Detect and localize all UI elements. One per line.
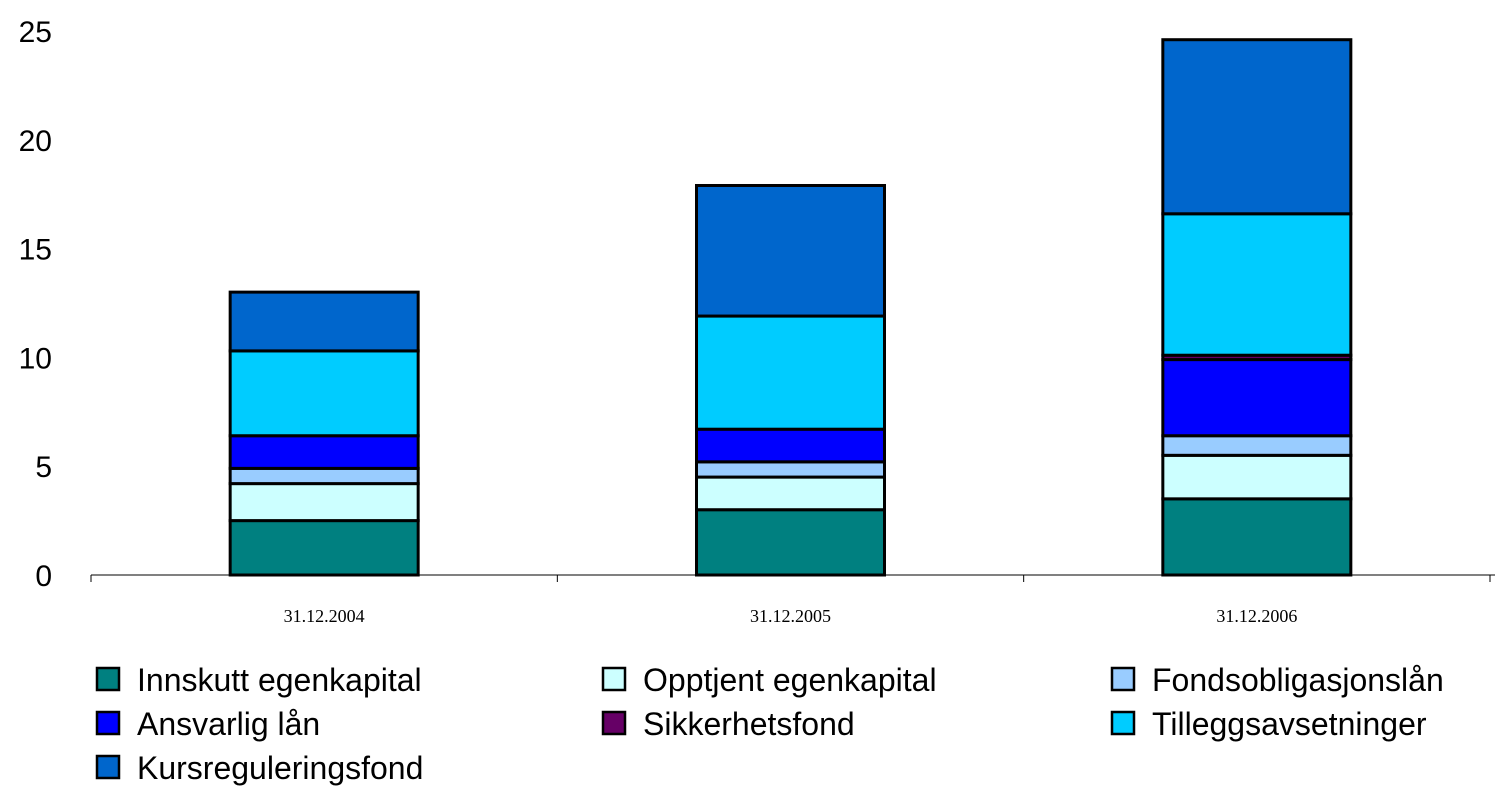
legend-label: Opptjent egenkapital [643,662,937,698]
bar-area [228,38,1353,577]
bar-segment-innskutt-egenkapital-31.12.2006 [1161,497,1353,577]
y-tick-label-15: 15 [19,234,52,267]
legend-label: Innskutt egenkapital [137,662,422,698]
y-tick-label-10: 10 [19,342,52,375]
bar-segment-kursreguleringsfond-31.12.2006 [1161,38,1353,216]
legend-swatch [601,666,627,692]
legend-item: Fondsobligasjonslån [1110,662,1444,698]
bar-segment-opptjent-egenkapital-31.12.2005 [695,475,886,512]
x-tick-label-31.12.2005: 31.12.2005 [750,606,831,626]
legend-label: Sikkerhetsfond [643,706,855,742]
y-axis: 0 5 10 15 20 25 [19,16,52,593]
bar-segment-ansvarlig-l-n-31.12.2004 [228,434,420,470]
bar-segment-tilleggsavsetninger-31.12.2005 [695,314,886,431]
legend: Innskutt egenkapital Opptjent egenkapital… [95,662,1444,786]
legend-swatch [95,754,121,780]
bar-segment-tilleggsavsetninger-31.12.2004 [228,349,420,438]
legend-swatch [601,710,627,736]
x-axis: 31.12.2004 31.12.2005 31.12.2006 [90,574,1495,626]
y-tick-label-5: 5 [35,451,52,484]
y-tick-label-20: 20 [19,125,52,158]
bar-segment-innskutt-egenkapital-31.12.2005 [695,508,886,577]
y-tick-label-0: 0 [35,560,52,593]
legend-item: Ansvarlig lån [95,706,320,742]
bar-segment-fondsobligasjonsl-n-31.12.2004 [228,466,420,486]
legend-label: Kursreguleringsfond [137,750,423,786]
bar-stack-31.12.2005 [695,183,886,577]
legend-item: Sikkerhetsfond [601,706,855,742]
bar-segment-opptjent-egenkapital-31.12.2006 [1161,453,1353,501]
x-tick-label-31.12.2006: 31.12.2006 [1216,606,1297,626]
x-tick-label-31.12.2004: 31.12.2004 [284,606,365,626]
bar-segment-ansvarlig-l-n-31.12.2005 [695,427,886,464]
legend-swatch [95,710,121,736]
legend-item: Innskutt egenkapital [95,662,422,698]
legend-item: Kursreguleringsfond [95,750,423,786]
bar-segment-tilleggsavsetninger-31.12.2006 [1161,212,1353,357]
legend-swatch [1110,710,1136,736]
bar-stack-31.12.2004 [228,290,420,577]
bar-segment-kursreguleringsfond-31.12.2005 [695,183,886,318]
legend-label: Tilleggsavsetninger [1152,706,1427,742]
legend-swatch [95,666,121,692]
legend-item: Tilleggsavsetninger [1110,706,1427,742]
legend-label: Ansvarlig lån [137,706,320,742]
legend-item: Opptjent egenkapital [601,662,937,698]
bar-stack-31.12.2006 [1161,38,1353,577]
bar-segment-ansvarlig-l-n-31.12.2006 [1161,358,1353,438]
bar-segment-fondsobligasjonsl-n-31.12.2005 [695,460,886,479]
legend-swatch [1110,666,1136,692]
bar-segment-fondsobligasjonsl-n-31.12.2006 [1161,434,1353,457]
legend-label: Fondsobligasjonslån [1152,662,1444,698]
y-tick-label-25: 25 [19,16,52,49]
bar-segment-innskutt-egenkapital-31.12.2004 [228,519,420,577]
bar-segment-kursreguleringsfond-31.12.2004 [228,290,420,353]
bar-segment-opptjent-egenkapital-31.12.2004 [228,482,420,523]
